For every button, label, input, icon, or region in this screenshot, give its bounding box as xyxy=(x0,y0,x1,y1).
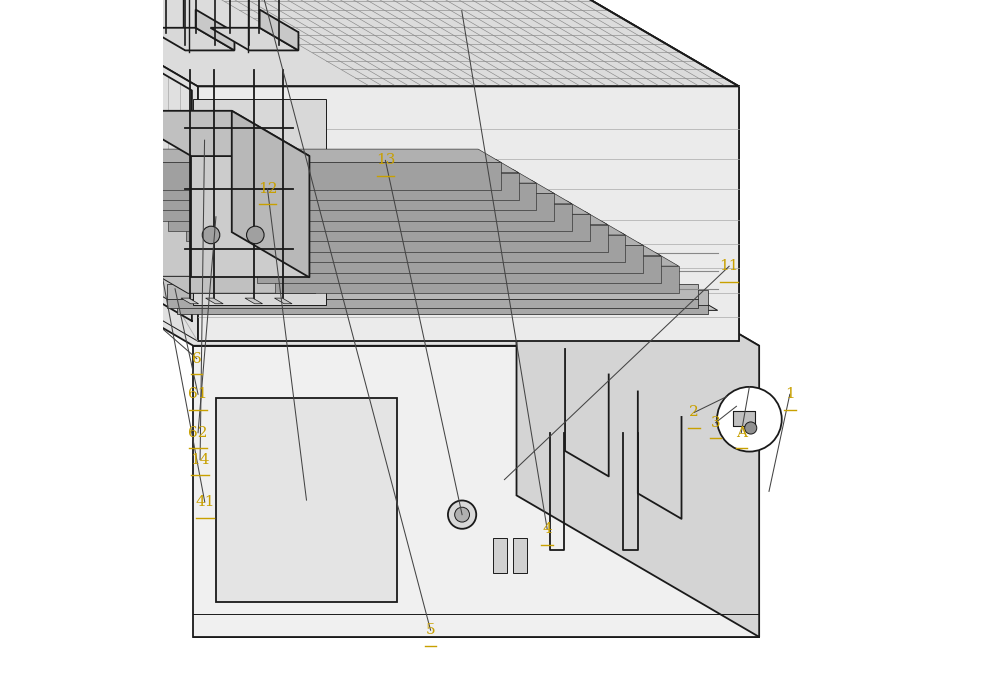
Circle shape xyxy=(745,422,757,434)
Polygon shape xyxy=(0,0,739,86)
Polygon shape xyxy=(260,9,298,51)
Text: A: A xyxy=(736,426,747,439)
Polygon shape xyxy=(167,284,698,299)
Polygon shape xyxy=(217,232,643,245)
Text: 2: 2 xyxy=(689,406,699,419)
Polygon shape xyxy=(164,201,590,214)
Polygon shape xyxy=(513,538,527,573)
Polygon shape xyxy=(115,173,519,200)
Polygon shape xyxy=(249,32,298,51)
Polygon shape xyxy=(168,204,572,231)
Polygon shape xyxy=(186,214,590,241)
Polygon shape xyxy=(181,298,199,304)
Polygon shape xyxy=(198,86,739,341)
Polygon shape xyxy=(196,9,234,51)
Polygon shape xyxy=(191,156,309,278)
Polygon shape xyxy=(235,243,661,255)
Polygon shape xyxy=(275,266,679,293)
Polygon shape xyxy=(204,224,608,252)
Polygon shape xyxy=(199,222,625,235)
Text: 41: 41 xyxy=(195,495,215,509)
Polygon shape xyxy=(0,187,718,310)
Circle shape xyxy=(455,508,470,522)
Text: 61: 61 xyxy=(188,388,208,401)
Polygon shape xyxy=(114,111,309,156)
Polygon shape xyxy=(185,32,234,51)
Polygon shape xyxy=(0,204,759,346)
Text: 1: 1 xyxy=(785,388,795,401)
Polygon shape xyxy=(110,170,536,183)
Polygon shape xyxy=(240,245,643,273)
Text: 4: 4 xyxy=(542,522,552,536)
Polygon shape xyxy=(146,191,572,204)
Polygon shape xyxy=(193,99,326,305)
Polygon shape xyxy=(133,183,536,210)
Polygon shape xyxy=(167,299,698,308)
Polygon shape xyxy=(245,298,263,304)
Polygon shape xyxy=(92,160,519,173)
Text: 14: 14 xyxy=(190,453,210,466)
FancyBboxPatch shape xyxy=(733,411,755,426)
Text: 13: 13 xyxy=(376,154,395,167)
Polygon shape xyxy=(128,180,554,193)
Polygon shape xyxy=(506,0,739,341)
Polygon shape xyxy=(151,193,554,221)
Polygon shape xyxy=(97,162,501,189)
Polygon shape xyxy=(177,305,708,314)
Polygon shape xyxy=(177,290,708,305)
Polygon shape xyxy=(257,255,661,283)
Polygon shape xyxy=(210,28,298,51)
Polygon shape xyxy=(222,235,625,262)
Polygon shape xyxy=(193,346,759,637)
Text: 11: 11 xyxy=(719,259,739,273)
Polygon shape xyxy=(493,538,507,573)
Polygon shape xyxy=(232,111,309,278)
Polygon shape xyxy=(146,28,234,51)
Text: 62: 62 xyxy=(188,426,208,439)
Circle shape xyxy=(247,226,264,244)
Text: 3: 3 xyxy=(711,416,720,429)
Polygon shape xyxy=(75,149,501,162)
Polygon shape xyxy=(253,253,679,266)
Polygon shape xyxy=(274,298,292,304)
Polygon shape xyxy=(0,0,198,341)
Text: 12: 12 xyxy=(258,182,277,195)
Circle shape xyxy=(202,226,220,244)
Text: 6: 6 xyxy=(192,352,202,365)
Polygon shape xyxy=(216,398,397,602)
Polygon shape xyxy=(181,212,608,224)
Circle shape xyxy=(717,387,782,452)
Text: 5: 5 xyxy=(426,623,435,637)
Circle shape xyxy=(448,501,476,529)
Polygon shape xyxy=(206,298,223,304)
Polygon shape xyxy=(159,276,316,293)
Polygon shape xyxy=(517,204,759,637)
